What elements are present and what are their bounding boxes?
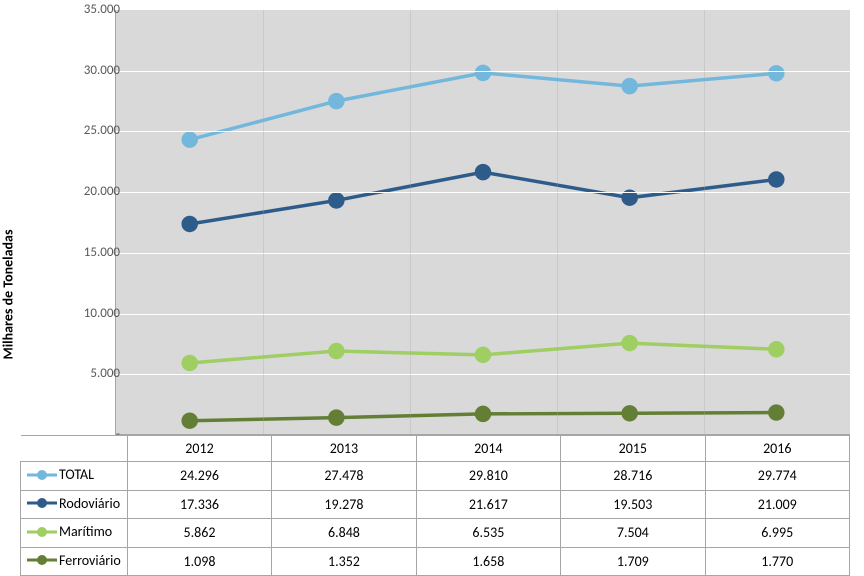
marker-icon [623, 406, 637, 420]
legend-marker-icon [27, 496, 57, 510]
series-name: Marítimo [59, 523, 112, 540]
category-header: 2016 [705, 436, 849, 462]
gridline [116, 314, 850, 315]
y-tick-label: 25.000 [60, 123, 120, 138]
data-cell: 5.862 [127, 519, 271, 548]
category-divider [704, 10, 705, 434]
legend-marker-icon [27, 525, 57, 539]
data-cell: 6.995 [705, 519, 849, 548]
data-cell: 29.774 [705, 462, 849, 491]
data-cell: 6.848 [272, 519, 416, 548]
y-tick-label: 10.000 [60, 306, 120, 321]
category-header: 2015 [561, 436, 705, 462]
data-cell: 1.098 [127, 547, 271, 576]
y-tick-label: 20.000 [60, 184, 120, 199]
y-tick-label: 30.000 [60, 63, 120, 78]
marker-icon [476, 407, 490, 421]
marker-icon [623, 79, 637, 93]
chart-svg [116, 10, 850, 434]
marker-icon [329, 344, 343, 358]
gridline [116, 71, 850, 72]
marker-icon [183, 414, 197, 428]
data-cell: 19.278 [272, 490, 416, 519]
marker-icon [329, 193, 343, 207]
data-cell: 24.296 [127, 462, 271, 491]
marker-icon [476, 66, 490, 80]
data-cell: 27.478 [272, 462, 416, 491]
series-header: Rodoviário [21, 490, 128, 519]
chart-container: Milhares de Toneladas 201220132014201520… [0, 0, 864, 571]
marker-icon [183, 217, 197, 231]
series-header: Ferroviário [21, 547, 128, 576]
data-table: 20122013201420152016TOTAL24.29627.47829.… [20, 435, 850, 576]
data-cell: 28.716 [561, 462, 705, 491]
category-divider [410, 10, 411, 434]
marker-icon [476, 348, 490, 362]
marker-icon [183, 356, 197, 370]
data-cell: 6.535 [416, 519, 560, 548]
marker-icon [769, 342, 783, 356]
marker-icon [183, 133, 197, 147]
data-cell: 21.009 [705, 490, 849, 519]
marker-icon [769, 173, 783, 187]
series-line [190, 73, 777, 140]
marker-icon [623, 336, 637, 350]
marker-icon [769, 66, 783, 80]
series-header: Marítimo [21, 519, 128, 548]
series-name: Rodoviário [59, 495, 120, 512]
gridline [116, 253, 850, 254]
gridline [116, 374, 850, 375]
data-cell: 21.617 [416, 490, 560, 519]
marker-icon [476, 165, 490, 179]
marker-icon [329, 411, 343, 425]
data-cell: 1.352 [272, 547, 416, 576]
category-header: 2012 [127, 436, 271, 462]
y-tick-label: 15.000 [60, 245, 120, 260]
y-tick-label: 35.000 [60, 2, 120, 17]
category-header: 2014 [416, 436, 560, 462]
y-tick-label: - [60, 427, 120, 442]
category-divider [557, 10, 558, 434]
series-header: TOTAL [21, 462, 128, 491]
data-cell: 19.503 [561, 490, 705, 519]
y-axis-label: Milhares de Toneladas [0, 229, 17, 359]
data-cell: 29.810 [416, 462, 560, 491]
data-cell: 7.504 [561, 519, 705, 548]
series-name: TOTAL [59, 466, 94, 483]
marker-icon [769, 406, 783, 420]
plot-area [115, 10, 850, 435]
category-divider [263, 10, 264, 434]
marker-icon [329, 94, 343, 108]
legend-marker-icon [27, 553, 57, 567]
data-cell: 17.336 [127, 490, 271, 519]
category-header: 2013 [272, 436, 416, 462]
data-cell: 1.709 [561, 547, 705, 576]
y-tick-label: 5.000 [60, 366, 120, 381]
data-cell: 1.770 [705, 547, 849, 576]
legend-marker-icon [27, 468, 57, 482]
data-cell: 1.658 [416, 547, 560, 576]
gridline [116, 131, 850, 132]
series-name: Ferroviário [59, 552, 121, 569]
gridline [116, 192, 850, 193]
